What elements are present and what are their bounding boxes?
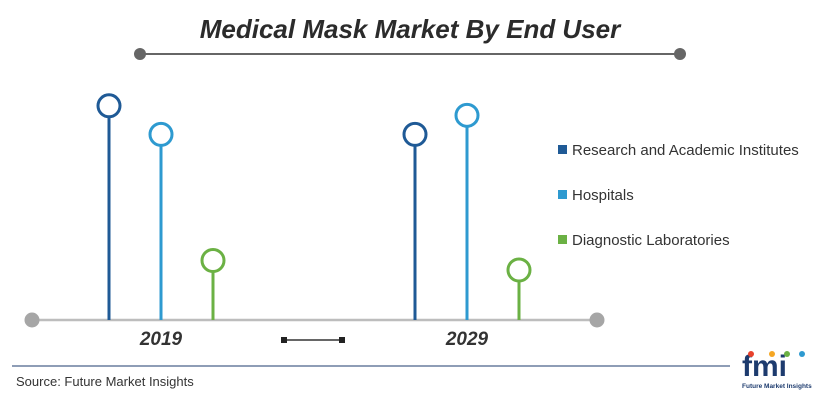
year-connector bbox=[281, 337, 345, 343]
logo-dot-icon bbox=[748, 351, 754, 357]
lollipop-head bbox=[402, 121, 428, 147]
chart-marks bbox=[96, 93, 532, 320]
logo-dot-icon bbox=[799, 351, 805, 357]
lollipop-head bbox=[148, 121, 174, 147]
x-tick-label: 2029 bbox=[445, 329, 489, 350]
chart-title: Medical Mask Market By End User bbox=[200, 14, 622, 44]
logo-dot-icon bbox=[769, 351, 775, 357]
logo-name: Future Market Insights bbox=[742, 383, 812, 390]
x-tick-labels: 2019 2029 bbox=[139, 329, 489, 350]
lollipop-head bbox=[506, 257, 532, 283]
source-text: Source: Future Market Insights bbox=[16, 374, 194, 389]
legend-label: Diagnostic Laboratories bbox=[572, 232, 730, 249]
legend-swatch bbox=[558, 145, 567, 154]
legend: Research and Academic Institutes Hospital… bbox=[558, 142, 799, 249]
lollipop-head bbox=[200, 248, 226, 273]
x-axis-baseline bbox=[24, 312, 605, 328]
fmi-logo: fmi Future Market Insights bbox=[742, 350, 812, 390]
legend-label: Research and Academic Institutes bbox=[572, 142, 799, 159]
legend-swatch bbox=[558, 235, 567, 244]
x-tick-label: 2019 bbox=[139, 329, 183, 350]
lollipop-head bbox=[454, 102, 480, 128]
legend-swatch bbox=[558, 190, 567, 199]
logo-dot-icon bbox=[784, 351, 790, 357]
title-underline bbox=[134, 48, 686, 60]
lollipop-head bbox=[96, 93, 122, 119]
legend-label: Hospitals bbox=[572, 187, 634, 204]
